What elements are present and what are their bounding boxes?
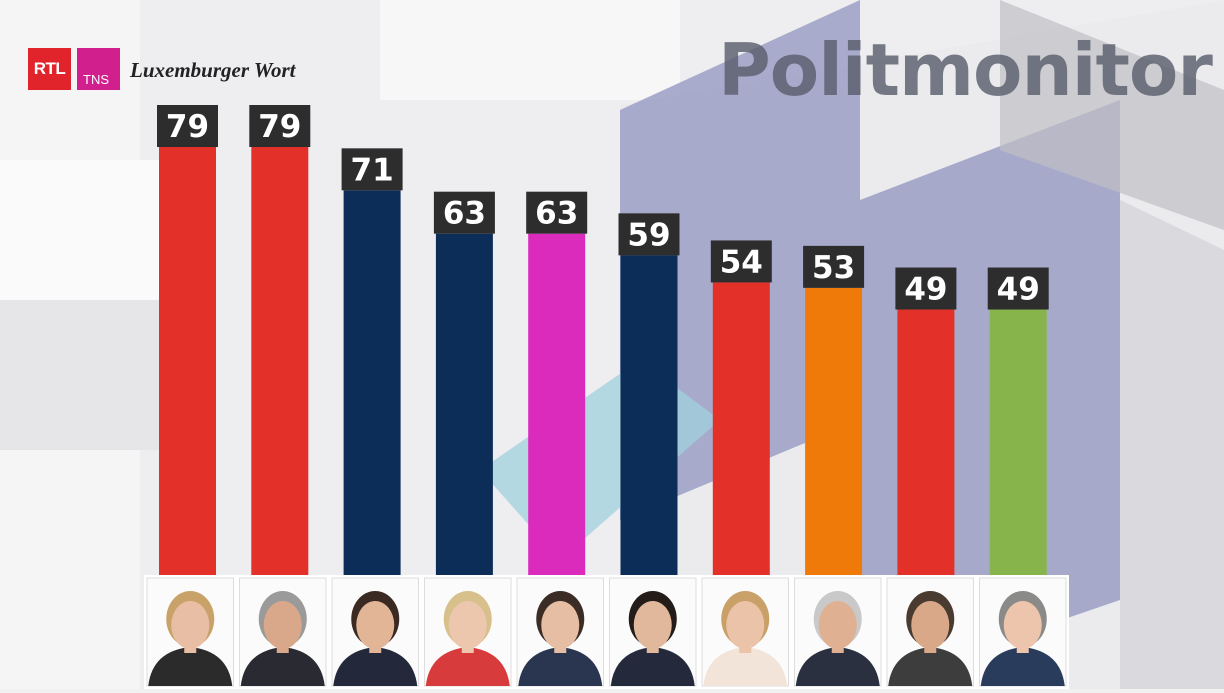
value-label-box-9 <box>895 267 957 310</box>
portrait-strip <box>144 575 1069 689</box>
portrait-6 <box>609 577 697 687</box>
value-label-9: 49 <box>904 272 947 308</box>
bar-7 <box>712 282 770 575</box>
rtl-logo: RTL <box>28 48 71 90</box>
bar-1 <box>159 147 216 575</box>
value-label-box-10 <box>987 267 1049 310</box>
value-label-10: 49 <box>997 272 1040 308</box>
bar-2 <box>251 147 309 575</box>
bar-10 <box>989 309 1047 575</box>
value-label-box-2 <box>249 105 311 147</box>
value-label-box-3 <box>341 148 403 191</box>
value-label-2: 79 <box>258 109 301 145</box>
value-label-box-7 <box>710 240 772 283</box>
luxemburger-wort-logo: Luxemburger Wort <box>130 57 296 82</box>
bar-5 <box>528 233 586 576</box>
value-label-box-5 <box>526 191 588 234</box>
portrait-5 <box>516 577 604 687</box>
value-label-box-4 <box>433 191 495 234</box>
portrait-1 <box>146 577 234 687</box>
portrait-3 <box>331 577 419 687</box>
value-label-7: 54 <box>720 244 763 280</box>
bar-8 <box>805 287 863 575</box>
bar-9 <box>897 309 955 575</box>
portrait-9 <box>886 577 974 687</box>
tns-logo: TNS <box>77 48 120 90</box>
value-label-1: 79 <box>166 109 209 145</box>
politmonitor-brand: Politmonitor <box>718 28 1213 112</box>
value-label-box-8 <box>803 245 865 288</box>
rtl-logo-text: RTL <box>33 59 66 78</box>
portrait-4 <box>424 577 512 687</box>
bar-3 <box>343 190 401 575</box>
bar-6 <box>620 255 678 575</box>
tns-logo-text: TNS <box>83 72 109 87</box>
bar-4 <box>435 233 493 576</box>
portrait-2 <box>239 577 327 687</box>
value-label-8: 53 <box>812 250 855 286</box>
value-label-4: 63 <box>443 196 486 232</box>
value-label-box-6 <box>618 213 680 256</box>
portrait-row <box>146 577 1067 687</box>
value-label-box-1 <box>157 105 218 147</box>
value-label-5: 63 <box>535 196 578 232</box>
value-label-3: 71 <box>351 152 394 188</box>
portrait-7 <box>701 577 789 687</box>
portrait-10 <box>979 577 1067 687</box>
portrait-8 <box>794 577 882 687</box>
value-label-6: 59 <box>627 217 670 253</box>
